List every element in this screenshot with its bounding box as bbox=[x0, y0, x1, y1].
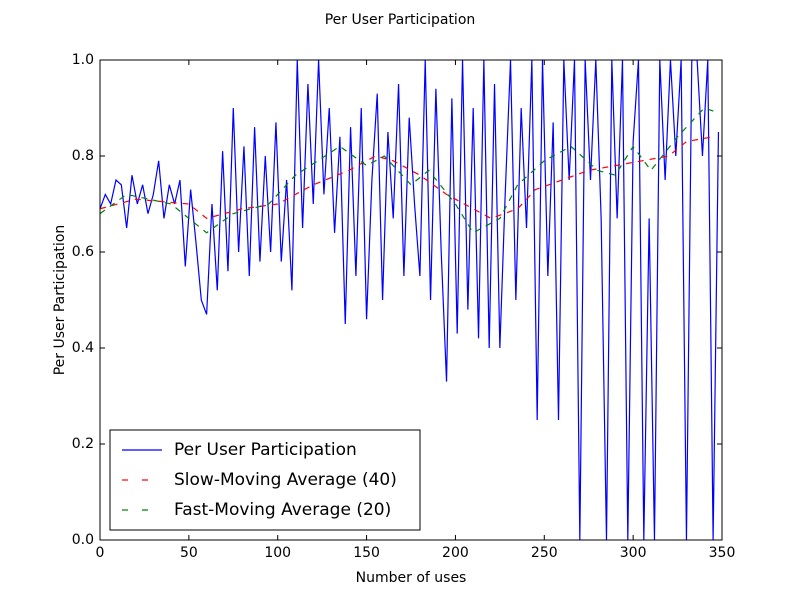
x-tick-label: 200 bbox=[442, 545, 469, 561]
legend-box bbox=[109, 429, 421, 531]
y-tick-label: 1.0 bbox=[72, 52, 94, 68]
x-tick-label: 250 bbox=[531, 545, 558, 561]
y-tick-label: 0.8 bbox=[72, 148, 94, 164]
plot-frame bbox=[99, 59, 723, 541]
x-tick-label: 300 bbox=[620, 545, 647, 561]
series-line bbox=[100, 107, 719, 234]
x-tick-label: 150 bbox=[353, 545, 380, 561]
x-tick-label: 50 bbox=[180, 545, 198, 561]
series-line bbox=[100, 136, 714, 220]
y-tick-label: 0.2 bbox=[72, 436, 94, 452]
legend-label: Slow-Moving Average (40) bbox=[174, 470, 397, 490]
y-tick-label: 0.6 bbox=[72, 244, 94, 260]
y-tick-label: 0.0 bbox=[72, 532, 94, 548]
x-tick-label: 0 bbox=[96, 545, 105, 561]
x-tick-label: 350 bbox=[709, 545, 736, 561]
legend-label: Fast-Moving Average (20) bbox=[174, 500, 391, 520]
legend-label: Per User Participation bbox=[174, 440, 357, 460]
y-axis-label: Per User Participation bbox=[52, 225, 68, 376]
plot-lines bbox=[100, 60, 720, 540]
chart-title: Per User Participation bbox=[325, 12, 476, 28]
x-axis-label: Number of uses bbox=[356, 570, 467, 586]
x-tick-label: 100 bbox=[264, 545, 291, 561]
y-tick-label: 0.4 bbox=[72, 340, 94, 356]
